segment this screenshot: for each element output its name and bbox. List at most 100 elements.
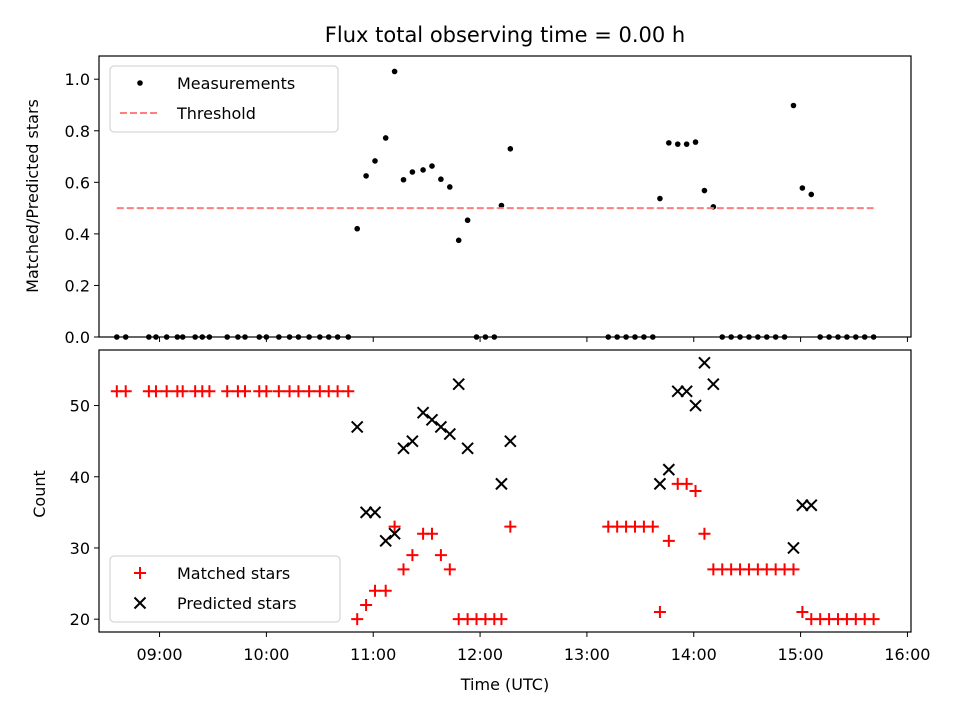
data-point	[495, 613, 508, 626]
data-point	[372, 158, 378, 164]
x-tick-label: 12:00	[457, 645, 503, 664]
data-point	[662, 534, 675, 547]
x-tick-label: 15:00	[778, 645, 824, 664]
legend-frame	[109, 555, 341, 623]
legend-dot-swatch	[137, 80, 143, 86]
data-point	[799, 185, 806, 191]
data-point	[646, 520, 659, 533]
data-point	[662, 463, 676, 476]
data-point	[657, 195, 663, 202]
data-point	[698, 527, 711, 540]
x-tick-label: 16:00	[884, 645, 930, 664]
data-point	[379, 534, 392, 548]
bottom-y-axis-label: Count	[30, 470, 49, 518]
x-axis-label: Time (UTC)	[460, 675, 549, 694]
legend-x-swatch	[133, 596, 147, 610]
data-point	[443, 427, 457, 441]
y-tick-label: 30	[70, 539, 90, 558]
data-point	[787, 541, 800, 555]
data-point	[331, 385, 344, 398]
x-tick-label: 11:00	[350, 645, 396, 664]
series-matched-stars	[110, 385, 880, 626]
y-tick-label: 50	[70, 397, 90, 416]
legend-frame	[109, 65, 339, 133]
axes-frame	[98, 55, 912, 338]
y-tick-label: 40	[70, 468, 90, 487]
y-tick-label: 20	[70, 610, 90, 629]
legend: Matched stars Predicted stars	[109, 555, 341, 623]
x-tick-label: 09:00	[136, 645, 182, 664]
x-tick-label: 14:00	[671, 645, 717, 664]
data-point	[455, 237, 462, 244]
data-point	[406, 549, 419, 562]
data-point	[464, 217, 471, 224]
data-point	[787, 563, 800, 576]
data-point	[221, 385, 234, 398]
data-point	[443, 563, 456, 576]
legend-label: Measurements	[177, 74, 295, 93]
axes-frame	[98, 349, 912, 633]
data-point	[495, 477, 508, 491]
data-point	[388, 520, 401, 533]
data-point	[689, 399, 702, 412]
data-point	[429, 163, 435, 169]
data-point	[292, 385, 305, 398]
data-point	[260, 385, 273, 398]
data-point	[397, 563, 410, 576]
data-point	[666, 140, 672, 146]
data-point	[406, 434, 419, 448]
data-point	[507, 146, 514, 152]
data-point	[379, 584, 392, 597]
data-point	[303, 385, 316, 398]
data-point	[400, 176, 407, 183]
chart-title: Flux total observing time = 0.00 h	[325, 23, 685, 47]
data-point	[354, 225, 361, 232]
legend-label: Threshold	[176, 104, 256, 123]
data-point	[808, 191, 815, 198]
data-point	[359, 506, 373, 519]
y-tick-label: 0.2	[65, 276, 90, 295]
data-point	[796, 606, 809, 619]
data-point	[446, 184, 453, 190]
data-point	[707, 377, 720, 391]
y-tick-label: 1.0	[65, 70, 90, 89]
data-point	[369, 584, 382, 597]
data-point	[203, 385, 216, 398]
data-point	[671, 385, 684, 398]
data-point	[701, 187, 708, 194]
data-point	[790, 102, 797, 109]
data-point	[382, 135, 389, 141]
data-point	[350, 420, 364, 434]
data-point	[461, 442, 474, 455]
legend-label: Predicted stars	[177, 594, 297, 613]
data-point	[683, 141, 690, 147]
data-point	[416, 406, 430, 419]
data-point	[452, 377, 465, 391]
legend: Measurements Threshold	[109, 65, 339, 133]
data-point	[504, 434, 517, 448]
data-point	[388, 527, 401, 540]
data-point	[425, 413, 439, 426]
bottom-panel: 20 30 40 50 09:00 10:00 11:00 12:00 13:00 14:00 15…	[70, 349, 930, 664]
data-point	[653, 606, 666, 619]
y-tick-label: 0.4	[65, 225, 90, 244]
data-point	[434, 549, 447, 562]
data-point	[498, 202, 505, 209]
data-point	[368, 506, 382, 519]
data-point	[698, 356, 711, 370]
data-point	[653, 477, 667, 491]
data-point	[119, 385, 132, 398]
x-tick-label: 13:00	[564, 645, 610, 664]
y-tick-label: 0.6	[65, 173, 90, 192]
y-tick-label: 0.8	[65, 122, 90, 141]
data-point	[692, 139, 699, 145]
legend-label: Matched stars	[177, 564, 290, 583]
data-point	[397, 442, 410, 455]
top-y-axis-label: Matched/Predicted stars	[23, 99, 42, 293]
data-point	[160, 385, 173, 398]
data-point	[680, 385, 693, 398]
y-tick-label: 0.0	[65, 328, 90, 347]
data-point	[409, 169, 416, 175]
data-point	[391, 68, 398, 75]
